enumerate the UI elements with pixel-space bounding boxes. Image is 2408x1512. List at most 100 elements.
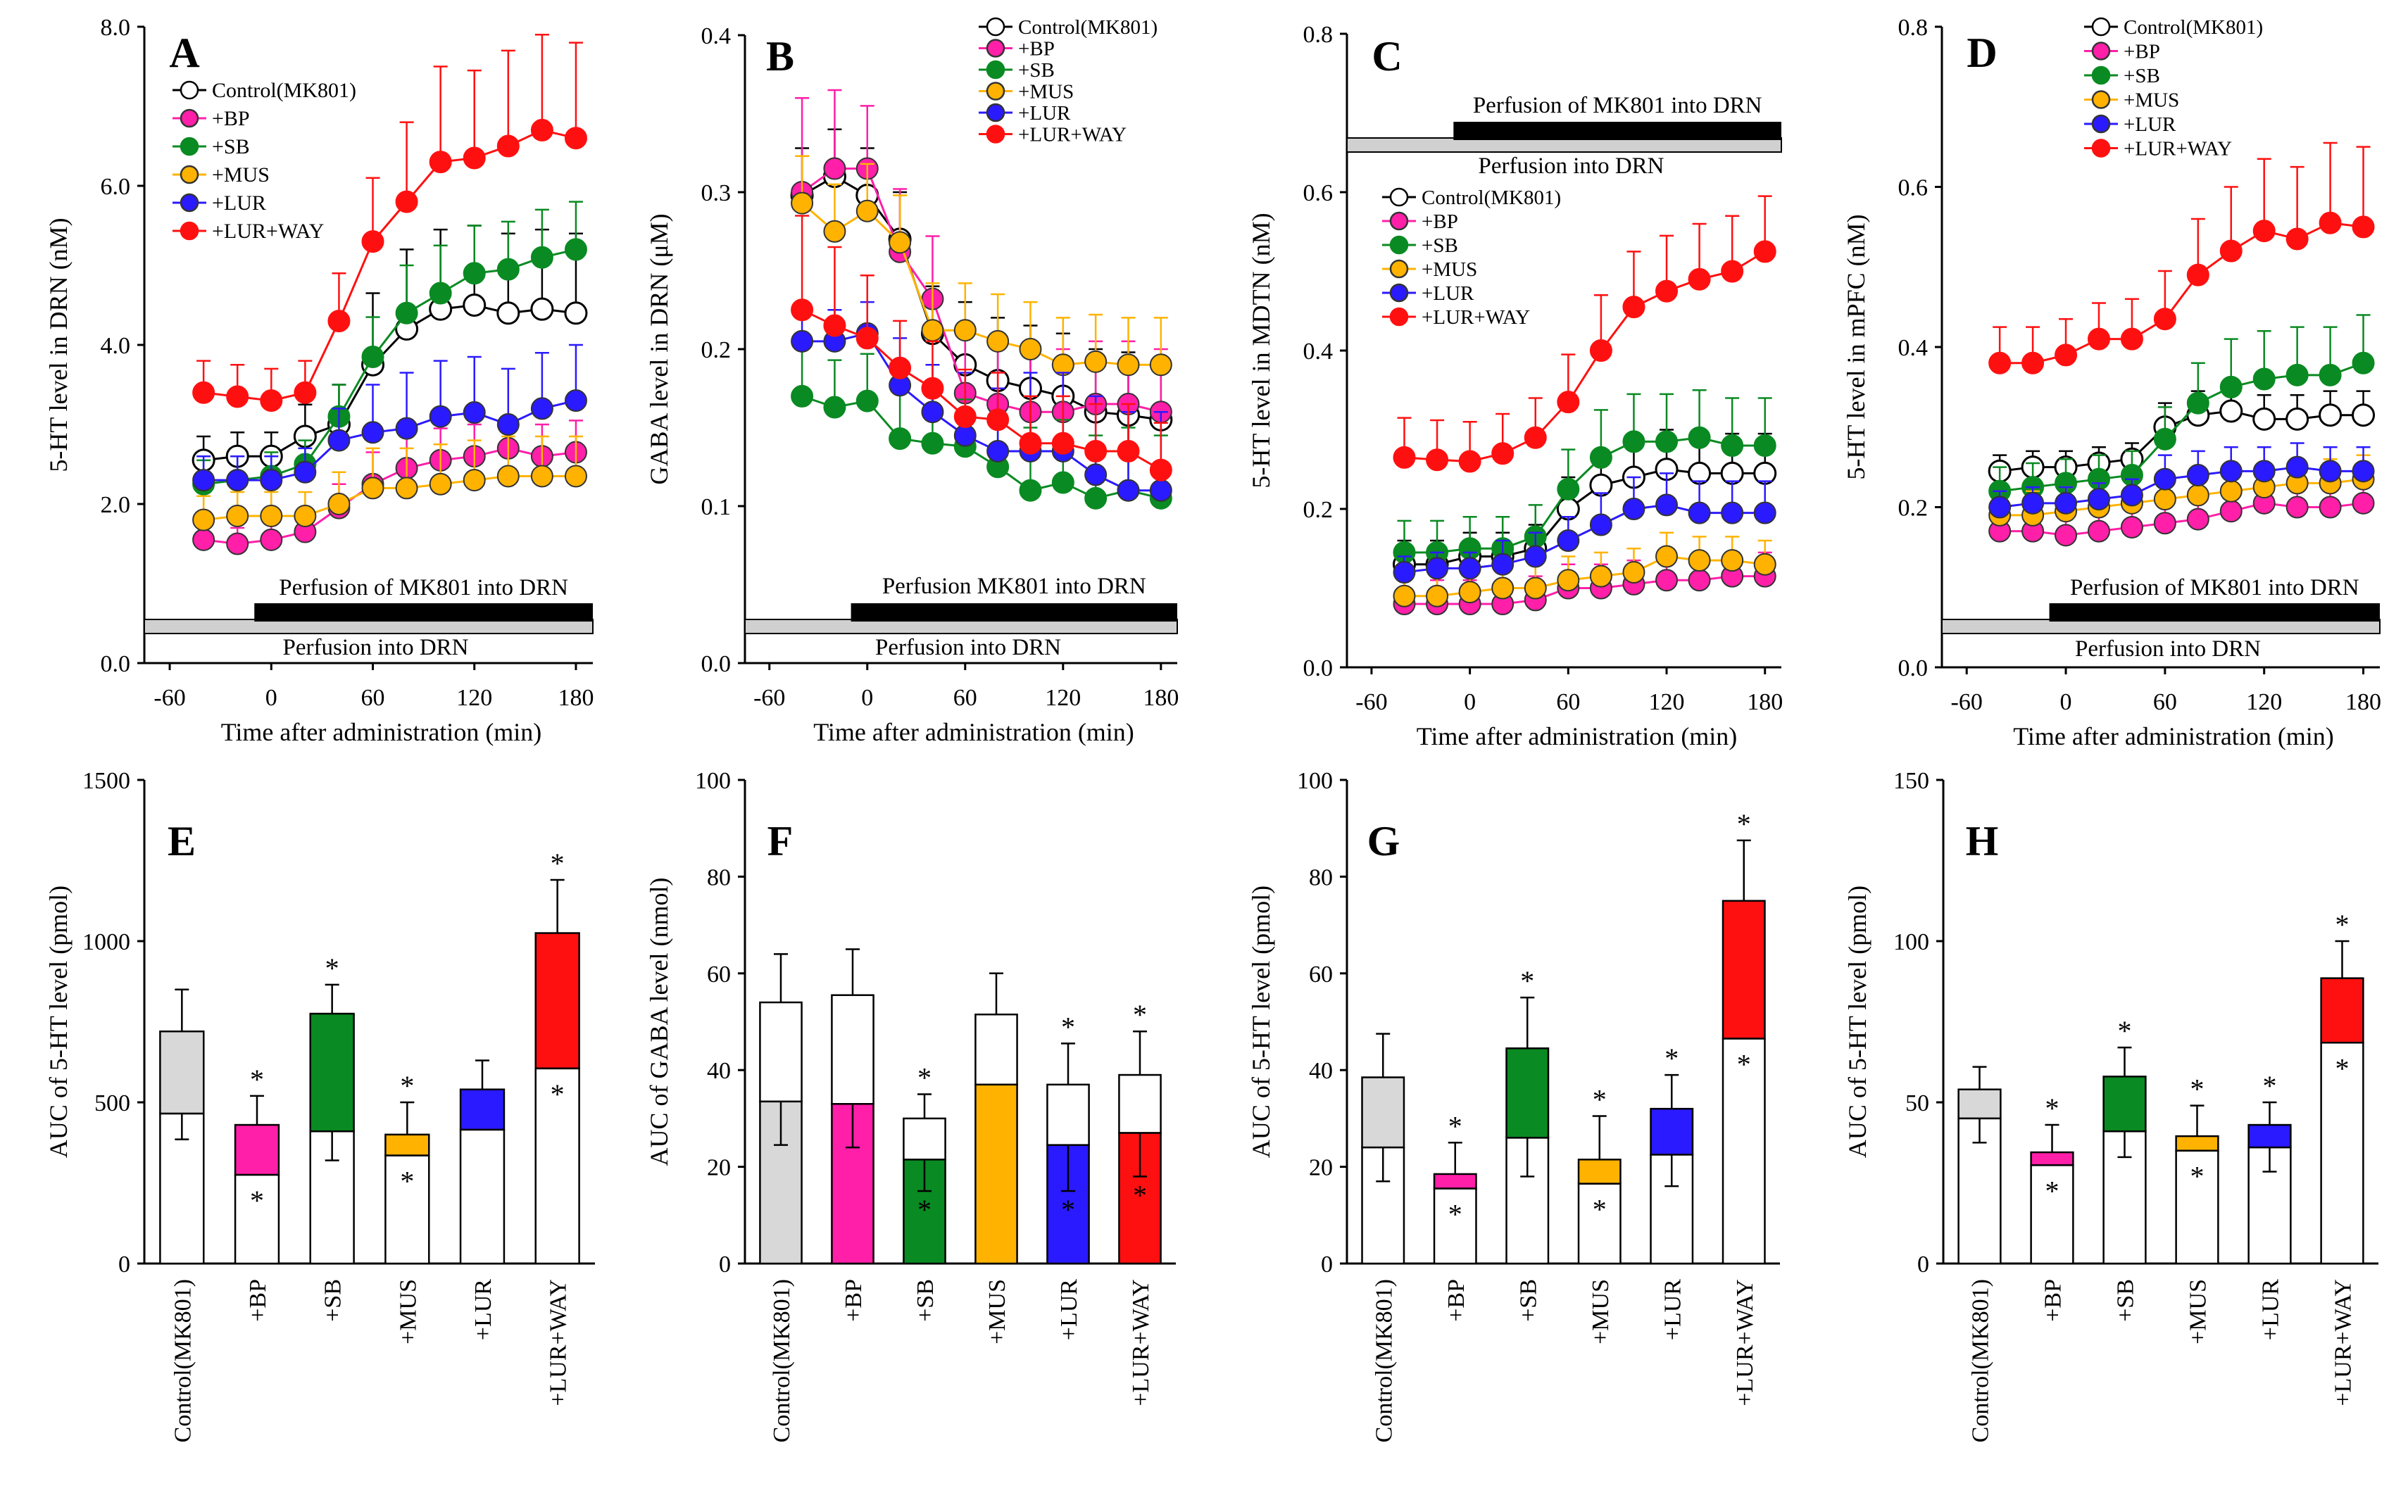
bar-lur: +LUR [459, 1059, 506, 1340]
y-tick-label: 40 [707, 1058, 731, 1084]
significance-star: * [1133, 1179, 1147, 1211]
data-point [1051, 431, 1074, 455]
legend-marker [180, 193, 199, 213]
data-point [2252, 367, 2276, 391]
series-control [1392, 429, 1777, 577]
data-point [429, 405, 452, 428]
panel-letter: B [766, 33, 794, 80]
bar-upper-segment [974, 1013, 1018, 1086]
data-point [1426, 448, 1449, 472]
data-point [889, 427, 912, 451]
data-point [1051, 471, 1074, 494]
x-tick-label: 180 [1143, 685, 1179, 711]
data-point [791, 298, 814, 322]
y-tick-label: 0.0 [701, 651, 732, 677]
data-point [2021, 351, 2045, 374]
category-label: +BP [245, 1279, 271, 1322]
significance-star: * [551, 848, 565, 879]
bar-upper-segment [1046, 1083, 1090, 1146]
category-label: Control(MK801) [170, 1279, 196, 1442]
data-point [463, 146, 486, 170]
y-tick-label: 0.0 [101, 651, 131, 677]
series-line [1404, 503, 1765, 574]
data-point [2319, 496, 2342, 519]
data-point [1988, 496, 2012, 519]
panel-letter: E [168, 818, 196, 864]
y-axis-label: AUC of 5-HT level (pmol) [1843, 886, 1871, 1158]
data-point [1589, 565, 1612, 588]
data-point [1557, 569, 1580, 592]
significance-star: * [1737, 808, 1751, 840]
data-point [986, 329, 1010, 353]
bar-lur: * * +LUR [1046, 1011, 1090, 1340]
data-point [327, 310, 351, 333]
category-label: +MUS [395, 1279, 421, 1344]
bar-upper-segment [384, 1133, 430, 1157]
data-point [1655, 493, 1679, 517]
y-tick-label: 0.6 [1303, 180, 1334, 206]
bar-upper-segment [1957, 1088, 2002, 1120]
legend-label: +LUR+WAY [2124, 138, 2232, 160]
bar-upper-segment [1433, 1173, 1477, 1190]
data-point [1753, 553, 1776, 576]
bar-lurway: * * +LUR+WAY [534, 848, 580, 1406]
data-point [1721, 549, 1744, 572]
data-point [1149, 353, 1172, 377]
y-axis-label: GABA level in DRN (μM) [645, 213, 673, 484]
significance-star: * [2190, 1161, 2205, 1192]
bar-lower-segment [2320, 1042, 2364, 1265]
bar-upper-segment [903, 1117, 946, 1161]
y-axis-label: 5-HT level in mPFC (nM) [1842, 214, 1870, 479]
legend-marker [986, 103, 1005, 122]
data-point [1589, 339, 1612, 362]
data-point [1393, 584, 1416, 607]
bar-lower-segment [1722, 1038, 1766, 1265]
bar-lower-segment [384, 1154, 430, 1265]
data-point [2319, 211, 2342, 234]
data-point [889, 356, 912, 379]
category-label: +MUS [1588, 1279, 1614, 1344]
data-point [2285, 496, 2309, 519]
data-point [855, 327, 879, 350]
perfusion-gray-label: Perfusion into DRN [2075, 636, 2261, 662]
category-label: +MUS [984, 1279, 1010, 1344]
panel-G: 0 20 40 60 80 100 AUC of 5-HT level (pmol) G Con… [1247, 768, 1780, 1442]
significance-star: * [2335, 1052, 2350, 1084]
bar-upper-segment [1650, 1107, 1694, 1156]
significance-star: * [1520, 965, 1534, 997]
x-tick-label: 180 [2345, 689, 2381, 715]
legend-marker [2091, 139, 2111, 158]
data-point [361, 230, 384, 253]
data-point [395, 477, 418, 500]
data-point [2252, 407, 2276, 431]
legend-marker [1389, 283, 1409, 303]
data-point [2319, 363, 2342, 386]
data-point [395, 417, 418, 440]
data-point [2021, 491, 2045, 515]
data-point [2153, 512, 2176, 535]
panel-letter: F [767, 818, 794, 864]
data-point [1721, 434, 1744, 457]
series-line [203, 248, 577, 486]
data-point [1019, 338, 1042, 360]
data-point [1557, 391, 1580, 414]
series-line [1404, 555, 1765, 598]
y-tick-label: 20 [1309, 1155, 1333, 1181]
category-label: +SB [2113, 1279, 2139, 1322]
perfusion-black-label: Perfusion MK801 into DRN [882, 574, 1146, 599]
data-point [2352, 491, 2375, 515]
y-tick-label: 0.4 [1303, 339, 1334, 365]
data-point [463, 469, 486, 492]
x-axis-label: Time after administration (min) [2013, 722, 2334, 750]
bar-lower-segment [974, 1083, 1018, 1265]
data-point [1622, 430, 1645, 453]
bar-upper-segment [2175, 1135, 2219, 1152]
data-point [2285, 227, 2309, 251]
legend-marker [1389, 235, 1409, 255]
data-point [823, 157, 846, 180]
significance-star: * [400, 1070, 414, 1102]
panel-C: 0.0 0.2 0.4 0.6 0.8 -60 0 60 120 180 Time after ad… [1247, 22, 1783, 750]
data-point [1458, 450, 1481, 473]
data-point [1117, 439, 1140, 462]
data-point [294, 381, 317, 404]
